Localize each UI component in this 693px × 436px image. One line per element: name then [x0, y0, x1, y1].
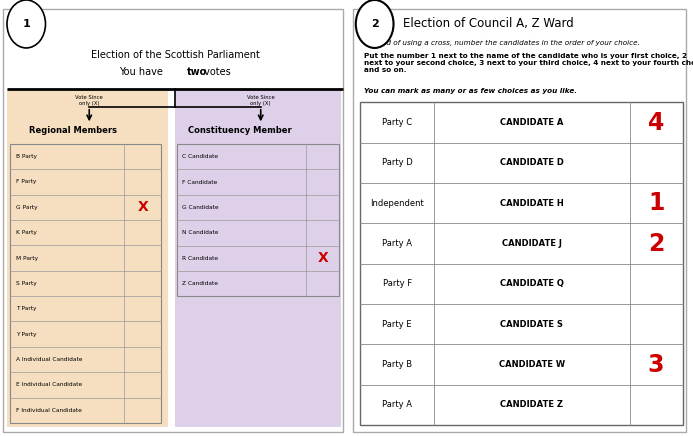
Text: votes: votes [201, 67, 231, 77]
Text: Party C: Party C [382, 118, 412, 127]
Text: CANDIDATE W: CANDIDATE W [499, 360, 565, 369]
Text: Party D: Party D [382, 158, 412, 167]
Text: CANDIDATE D: CANDIDATE D [500, 158, 563, 167]
Text: Z Candidate: Z Candidate [182, 281, 218, 286]
Text: Vote Since
only (X): Vote Since only (X) [247, 95, 274, 106]
Text: 1: 1 [22, 19, 30, 29]
Text: Instead of using a cross, number the candidates in the order of your choice.: Instead of using a cross, number the can… [364, 40, 640, 46]
Text: N Candidate: N Candidate [182, 230, 218, 235]
Text: Put the number 1 next to the name of the candidate who is your first choice, 2
n: Put the number 1 next to the name of the… [364, 53, 693, 73]
Text: Election of Council A, Z Ward: Election of Council A, Z Ward [403, 17, 574, 31]
Text: Party F: Party F [383, 279, 412, 289]
Text: 1: 1 [648, 191, 665, 215]
Text: F Candidate: F Candidate [182, 180, 218, 184]
Text: You can mark as many or as few choices as you like.: You can mark as many or as few choices a… [364, 88, 577, 94]
Text: C Candidate: C Candidate [182, 154, 218, 159]
Text: two: two [187, 67, 207, 77]
FancyBboxPatch shape [3, 9, 343, 432]
Text: 3: 3 [648, 353, 665, 377]
Text: Party E: Party E [383, 320, 412, 329]
Text: 2: 2 [371, 19, 378, 29]
Text: S Party: S Party [16, 281, 37, 286]
Text: Constituency Member: Constituency Member [188, 126, 292, 135]
Text: Party A: Party A [382, 400, 412, 409]
Text: E Individual Candidate: E Individual Candidate [16, 382, 82, 387]
Text: K Party: K Party [16, 230, 37, 235]
Text: Y Party: Y Party [16, 332, 36, 337]
Text: Election of the Scottish Parliament: Election of the Scottish Parliament [91, 50, 259, 59]
FancyBboxPatch shape [7, 89, 168, 427]
Text: G Party: G Party [16, 205, 37, 210]
Text: CANDIDATE Q: CANDIDATE Q [500, 279, 563, 289]
Text: Party B: Party B [382, 360, 412, 369]
Text: CANDIDATE S: CANDIDATE S [500, 320, 563, 329]
Text: You have: You have [119, 67, 166, 77]
Text: A Individual Candidate: A Individual Candidate [16, 357, 82, 362]
Text: F Individual Candidate: F Individual Candidate [16, 408, 82, 413]
Circle shape [7, 0, 46, 48]
Text: G Candidate: G Candidate [182, 205, 218, 210]
Text: X: X [137, 200, 148, 215]
Text: CANDIDATE J: CANDIDATE J [502, 239, 562, 248]
Text: Regional Members: Regional Members [30, 126, 118, 135]
FancyBboxPatch shape [175, 89, 341, 427]
FancyBboxPatch shape [353, 9, 686, 432]
Text: CANDIDATE Z: CANDIDATE Z [500, 400, 563, 409]
Text: 4: 4 [648, 111, 665, 135]
Text: 2: 2 [648, 232, 665, 255]
Text: R Candidate: R Candidate [182, 256, 218, 261]
Text: Independent: Independent [370, 199, 424, 208]
Circle shape [356, 0, 394, 48]
Text: Party A: Party A [382, 239, 412, 248]
Text: Vote Since
only (X): Vote Since only (X) [76, 95, 103, 106]
Text: T Party: T Party [16, 306, 36, 311]
Text: CANDIDATE H: CANDIDATE H [500, 199, 563, 208]
Text: M Party: M Party [16, 255, 38, 261]
Text: F Party: F Party [16, 180, 36, 184]
Text: X: X [317, 251, 328, 266]
Text: CANDIDATE A: CANDIDATE A [500, 118, 563, 127]
Text: B Party: B Party [16, 154, 37, 159]
